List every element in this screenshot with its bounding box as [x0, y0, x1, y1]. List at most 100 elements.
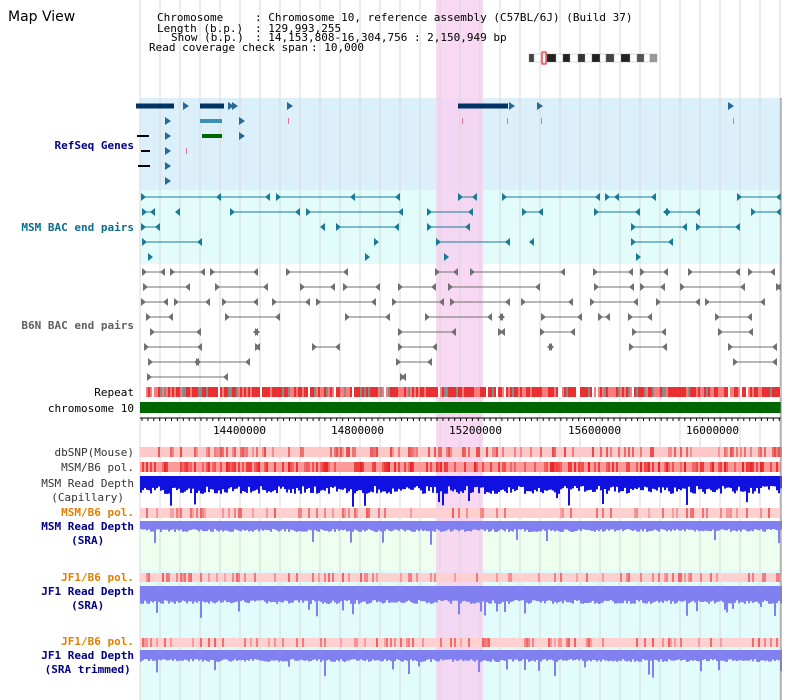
- jf1-sra-depth-bar: [526, 586, 528, 603]
- jf1-sra-depth-bar: [674, 586, 676, 604]
- jf1-trimmed-depth-bar: [704, 650, 706, 660]
- repeat-segment: [276, 387, 278, 397]
- jf1-trimmed-depth-bar: [576, 650, 578, 660]
- msm-pol-track-snp: [362, 462, 364, 472]
- msm-capillary-depth-bar: [730, 476, 732, 489]
- repeat-segment: [592, 387, 594, 397]
- track-label-msm-bac[interactable]: MSM BAC end pairs: [21, 221, 134, 234]
- jf1-trimmed-depth-bar: [596, 650, 598, 662]
- jf1-pol-track-snp: [168, 573, 170, 582]
- msm-pol-track-snp: [502, 462, 504, 472]
- repeat-segment: [184, 387, 186, 397]
- msm-pol-track-snp: [188, 462, 190, 472]
- jf1-pol2-track-snp: [488, 638, 490, 647]
- msm-capillary-depth-bar: [566, 476, 568, 489]
- msm-capillary-depth-bar: [752, 476, 754, 494]
- jf1-sra-depth-bar: [412, 586, 414, 604]
- b6n-bac-pair-end: [263, 283, 268, 291]
- msm-capillary-depth-bar: [770, 476, 772, 486]
- msm-capillary-depth-bar: [384, 476, 386, 492]
- jf1-trimmed-depth-bar: [140, 650, 142, 662]
- msm-capillary-depth-bar: [398, 476, 400, 489]
- msm-capillary-depth-bar: [418, 476, 420, 489]
- b6n-bac-pair-end: [435, 268, 440, 276]
- jf1-trimmed-depth-bar: [560, 650, 562, 660]
- dbsnp-track-snp: [170, 447, 172, 457]
- msm-capillary-depth-bar: [338, 476, 340, 489]
- jf1-trimmed-depth-bar: [680, 650, 682, 661]
- repeat-segment: [450, 387, 452, 397]
- jf1-sra-depth-bar: [302, 586, 304, 603]
- track-label-refseq[interactable]: RefSeq Genes: [54, 139, 134, 152]
- track-label-jf1-depth-sra[interactable]: JF1 Read Depth (SRA): [41, 585, 134, 613]
- msm-capillary-depth-bar: [158, 476, 160, 487]
- msm-sra-depth-bar: [620, 521, 622, 530]
- track-label-msm-pol[interactable]: MSM/B6 pol.: [61, 461, 134, 474]
- jf1-trimmed-depth-bar: [672, 650, 674, 661]
- msm-pol2-track-snp: [228, 508, 230, 518]
- b6n-bac-pair-end: [197, 343, 202, 351]
- jf1-pol-track-snp: [146, 573, 148, 582]
- repeat-segment: [254, 387, 256, 397]
- jf1-sra-depth-bar: [362, 586, 364, 602]
- repeat-segment: [278, 387, 280, 397]
- jf1-trimmed-depth-bar: [478, 650, 480, 672]
- jf1-trimmed-depth-bar: [534, 650, 536, 662]
- jf1-trimmed-depth-bar: [458, 650, 460, 661]
- b6n-bac-pair-end: [439, 298, 444, 306]
- track-label-jf1-pol[interactable]: JF1/B6 pol.: [61, 571, 134, 584]
- msm-sra-depth-bar: [520, 521, 522, 530]
- msm-sra-depth-bar: [660, 521, 662, 530]
- msm-capillary-depth-bar: [668, 476, 670, 492]
- track-label-b6n-bac[interactable]: B6N BAC end pairs: [21, 319, 134, 332]
- b6n-bac-pair-end: [272, 298, 277, 306]
- track-label-msm-depth-capillary[interactable]: MSM Read Depth (Capillary): [41, 477, 134, 505]
- msm-pol-track-snp: [694, 462, 696, 472]
- jf1-trimmed-depth-bar: [526, 650, 528, 660]
- msm-sra-depth-bar: [416, 521, 418, 530]
- msm-capillary-depth-bar: [318, 476, 320, 493]
- jf1-pol2-track-snp: [680, 638, 682, 647]
- msm-pol-track-snp: [742, 462, 744, 472]
- repeat-segment: [616, 387, 618, 397]
- jf1-sra-depth-bar: [720, 586, 722, 601]
- msm-pol-track-snp: [436, 462, 438, 472]
- chromosome-ideogram[interactable]: [529, 53, 657, 63]
- jf1-trimmed-depth-bar: [494, 650, 496, 662]
- jf1-sra-depth-bar: [656, 586, 658, 601]
- msm-sra-depth-bar: [198, 521, 200, 532]
- jf1-trimmed-depth-bar: [760, 650, 762, 661]
- b6n-bac-pair-end: [215, 283, 220, 291]
- jf1-sra-depth-bar: [564, 586, 566, 601]
- jf1-sra-depth-bar: [478, 586, 480, 603]
- repeat-segment: [694, 387, 696, 397]
- msm-pol2-track-snp: [192, 508, 194, 518]
- msm-sra-depth-bar: [310, 521, 312, 531]
- track-label-dbsnp[interactable]: dbSNP(Mouse): [54, 446, 134, 459]
- gene-arrow-icon: [239, 117, 245, 125]
- b6n-bac-pair-end: [660, 283, 665, 291]
- label-line: (SRA): [71, 599, 105, 612]
- repeat-segment: [152, 387, 154, 397]
- msm-pol-track-snp: [558, 462, 560, 472]
- track-label-jf1-depth-trimmed[interactable]: JF1 Read Depth (SRA trimmed): [41, 649, 134, 677]
- msm-sra-depth-bar: [638, 521, 640, 532]
- jf1-trimmed-depth-bar: [372, 650, 374, 660]
- track-label-msm-pol-2[interactable]: MSM/B6 pol.: [61, 506, 134, 519]
- msm-sra-depth-bar: [576, 521, 578, 531]
- jf1-sra-depth-bar: [558, 586, 560, 602]
- track-label-jf1-pol-2[interactable]: JF1/B6 pol.: [61, 635, 134, 648]
- jf1-pol-track-snp: [586, 573, 588, 582]
- msm-pol-track-snp: [374, 462, 376, 472]
- jf1-trimmed-depth-bar: [354, 650, 356, 660]
- msm-capillary-depth-bar: [392, 476, 394, 489]
- track-label-msm-depth-sra[interactable]: MSM Read Depth (SRA): [41, 520, 134, 548]
- jf1-trimmed-depth-bar: [142, 650, 144, 661]
- jf1-pol-track-snp: [602, 573, 604, 582]
- msm-bac-end: [350, 193, 355, 201]
- msm-capillary-depth-bar: [364, 476, 366, 506]
- msm-capillary-depth-bar: [776, 476, 778, 491]
- jf1-trimmed-depth-bar: [536, 650, 538, 660]
- jf1-trimmed-depth-bar: [752, 650, 754, 662]
- b6n-bac-pair-end: [371, 298, 376, 306]
